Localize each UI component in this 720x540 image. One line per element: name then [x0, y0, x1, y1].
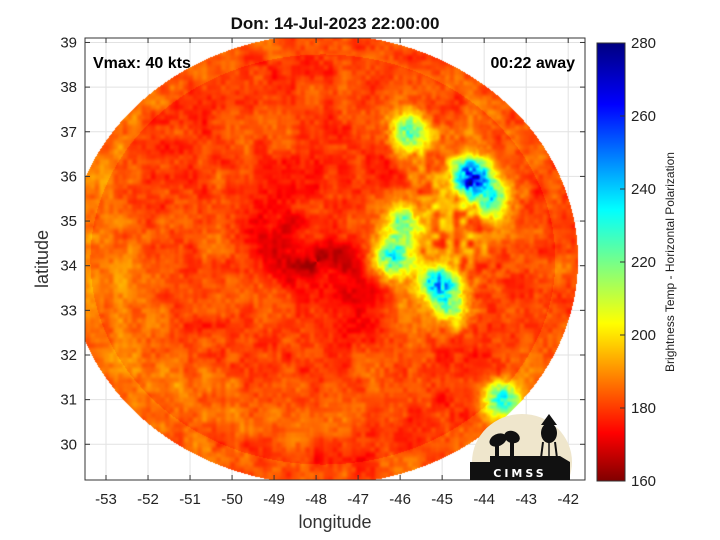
y-tick-label: 33 [60, 302, 77, 319]
y-tick-label: 34 [60, 258, 77, 275]
x-tick-label: -42 [557, 491, 579, 508]
chart-title: Don: 14-Jul-2023 22:00:00 [231, 14, 440, 33]
colorbar-tick-label: 180 [631, 400, 656, 417]
x-tick-label: -46 [389, 491, 411, 508]
x-tick-label: -49 [263, 491, 285, 508]
colorbar-tick-label: 200 [631, 327, 656, 344]
colorbar-tick-label: 220 [631, 254, 656, 271]
colorbar-tick-label: 280 [631, 35, 656, 52]
x-tick-label: -48 [305, 491, 327, 508]
x-tick-label: -43 [515, 491, 537, 508]
colorbar-tick-label: 240 [631, 181, 656, 198]
x-tick-label: -47 [347, 491, 369, 508]
x-axis-label: longitude [298, 512, 371, 532]
x-tick-label: -45 [431, 491, 453, 508]
cimss-logo-text: CIMSS [493, 467, 546, 480]
y-tick-label: 30 [60, 436, 77, 453]
cimss-logo: CIMSS [470, 414, 572, 480]
y-tick-label: 31 [60, 392, 77, 409]
x-tick-label: -50 [221, 491, 243, 508]
colorbar-ticks: 160 180 200 220 240 260 280 [620, 35, 656, 490]
colorbar-tick-label: 160 [631, 473, 656, 490]
y-tick-label: 37 [60, 124, 77, 141]
x-tick-label: -52 [137, 491, 159, 508]
y-tick-label: 35 [60, 213, 77, 230]
colorbar-tick-label: 260 [631, 108, 656, 125]
y-tick-label: 32 [60, 347, 77, 364]
x-axis-ticks: -53 -52 -51 -50 -49 -48 -47 -46 -45 -44 -43 -42 [95, 38, 579, 508]
y-axis-label: latitude [32, 230, 52, 288]
axes-frame [84, 37, 586, 481]
time-away-annotation: 00:22 away [490, 55, 575, 72]
colorbar-label: Brightness Temp - Horizontal Polarizatio… [663, 152, 677, 372]
y-tick-label: 39 [60, 34, 77, 51]
x-tick-label: -51 [179, 491, 201, 508]
brightness-temp-swath [85, 38, 585, 480]
vmax-annotation: Vmax: 40 kts [93, 55, 191, 72]
x-tick-label: -44 [473, 491, 495, 508]
y-axis-ticks: 30 31 32 33 34 35 36 37 38 39 [60, 34, 585, 453]
y-tick-label: 38 [60, 79, 77, 96]
y-tick-label: 36 [60, 168, 77, 185]
x-tick-label: -53 [95, 491, 117, 508]
